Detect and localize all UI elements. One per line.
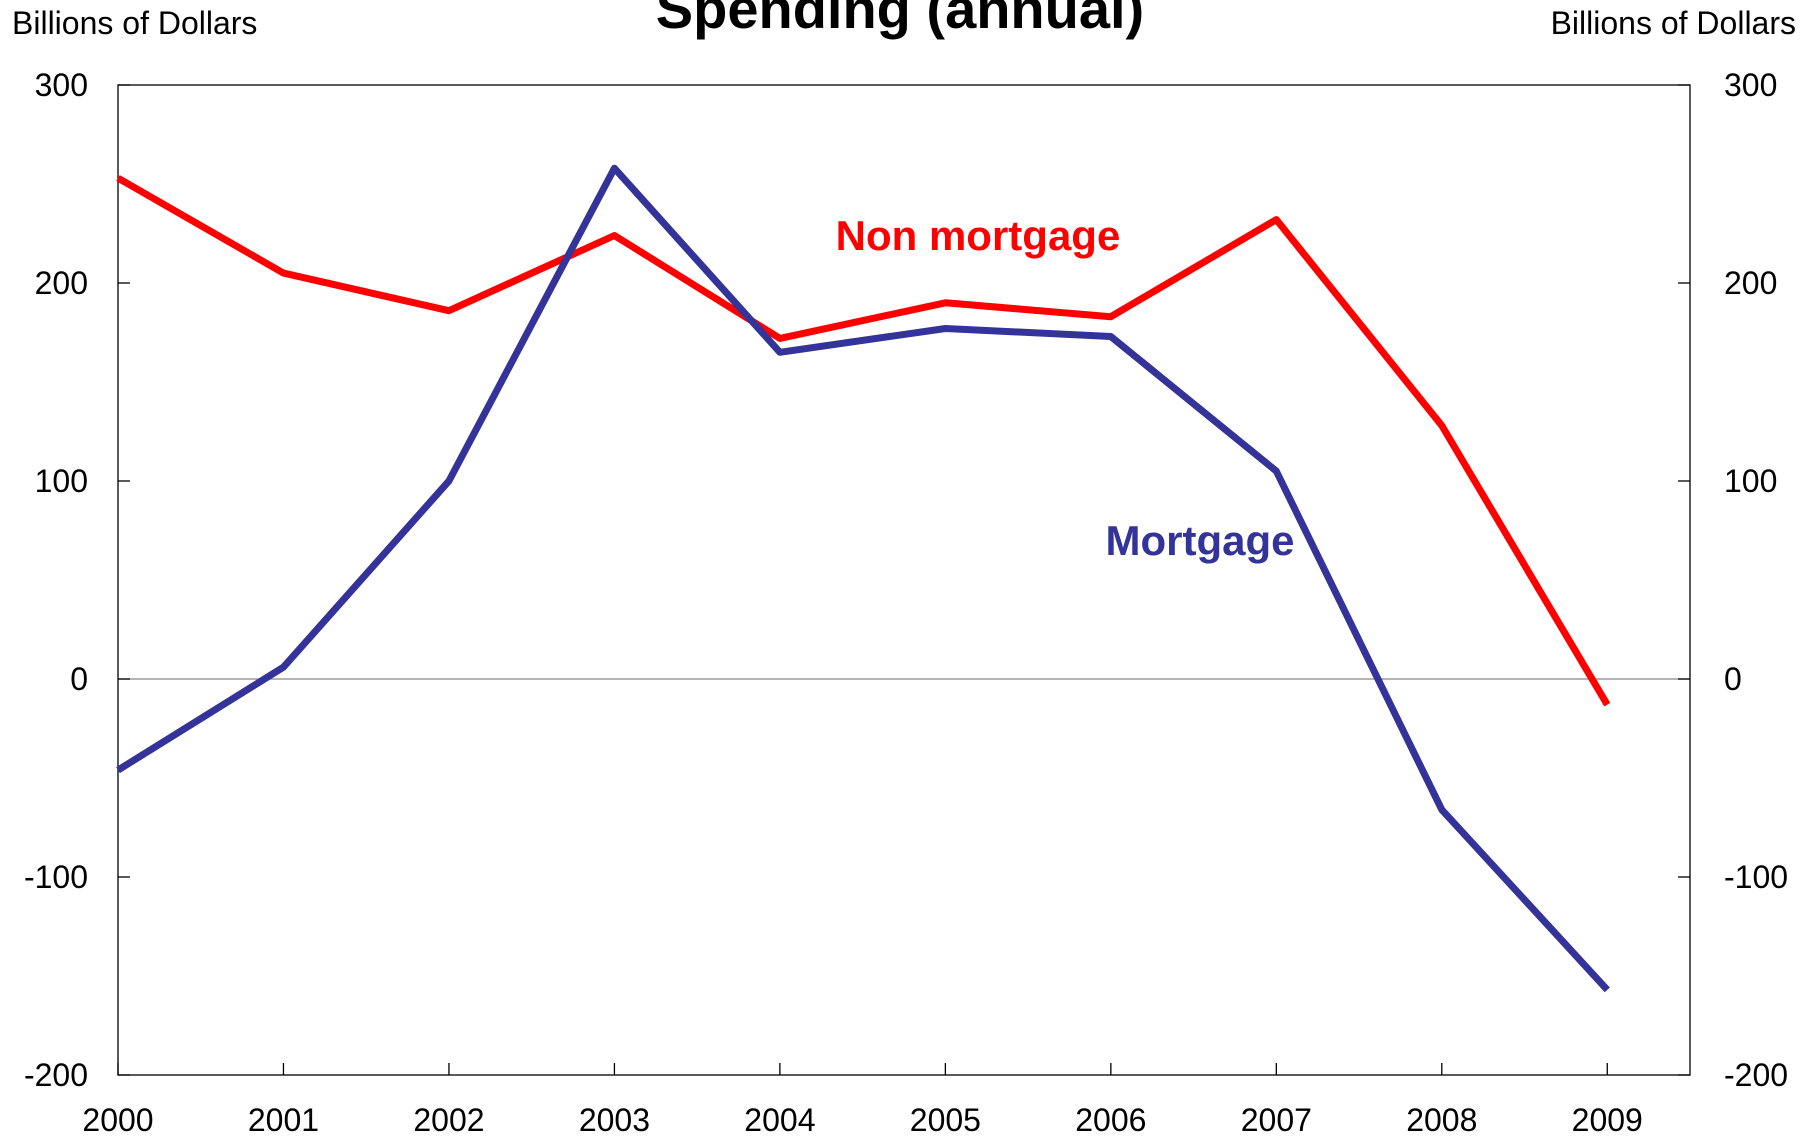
y-tick-label: 200 [35,265,88,301]
y2-axis-label: Billions of Dollars [1551,5,1796,41]
x-tick-label: 2009 [1572,1102,1643,1138]
y-tick-label: 0 [70,661,88,697]
series-label: Mortgage [1106,517,1295,564]
series-line [116,175,1611,707]
plot-frame [117,84,1691,1076]
series-line [116,164,1610,993]
series-label: Non mortgage [836,212,1121,259]
x-tick-label: 2002 [413,1102,484,1138]
x-tick-label: 2001 [248,1102,319,1138]
y-tick-label: 300 [35,67,88,103]
y-tick-label: 100 [35,463,88,499]
y-axis-label: Billions of Dollars [12,5,257,41]
x-tick-label: 2003 [579,1102,650,1138]
x-tick-label: 2004 [744,1102,815,1138]
y2-tick-label: -200 [1724,1057,1788,1093]
x-tick-label: 2006 [1075,1102,1146,1138]
chart-title: Spending (annual) [656,0,1144,40]
y2-tick-label: 300 [1724,67,1777,103]
y-tick-label: -100 [24,859,88,895]
y2-tick-label: 200 [1724,265,1777,301]
x-tick-label: 2007 [1241,1102,1312,1138]
x-tick-label: 2008 [1406,1102,1477,1138]
y2-tick-label: 100 [1724,463,1777,499]
x-tick-label: 2000 [82,1102,153,1138]
y-tick-label: -200 [24,1057,88,1093]
y2-tick-label: -100 [1724,859,1788,895]
x-tick-label: 2005 [910,1102,981,1138]
y2-tick-label: 0 [1724,661,1742,697]
